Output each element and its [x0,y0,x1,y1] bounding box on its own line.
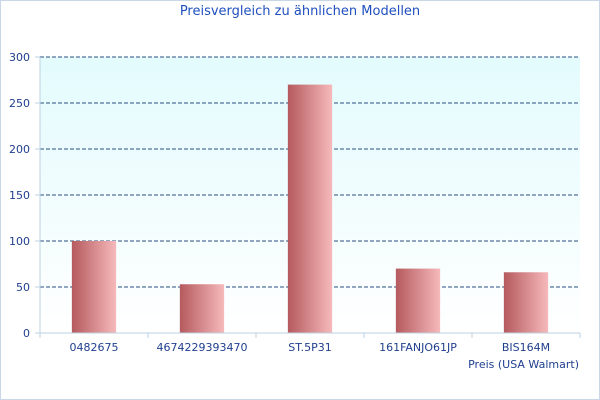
y-tick-label: 100 [9,235,30,248]
x-tick-label: ST.5P31 [288,341,332,354]
tick-labels: 0 50 100 150 200 250 300 0482675 4674229393470 ST… [9,51,550,354]
bar-4674229393470 [179,284,225,333]
bar-ST.5P31 [287,84,333,333]
x-tick-label: 161FANJO61JP [379,341,457,354]
bar-161FANJO61JP [395,268,441,333]
x-tick-label: 4674229393470 [157,341,248,354]
y-tick-label: 50 [16,281,30,294]
chart-title: Preisvergleich zu ähnlichen Modellen [179,4,421,19]
bar-0482675 [71,241,117,333]
y-tick-label: 250 [9,97,30,110]
y-tick-label: 200 [9,143,30,156]
bar-BIS164M [503,272,549,333]
x-tick-label: BIS164M [502,341,550,354]
bars [71,84,549,333]
x-tick-label: 0482675 [70,341,119,354]
y-tick-label: 300 [9,51,30,64]
y-tick-label: 150 [9,189,30,202]
y-tick-label: 0 [23,327,30,340]
x-axis-label: Preis (USA Walmart) [468,358,579,371]
